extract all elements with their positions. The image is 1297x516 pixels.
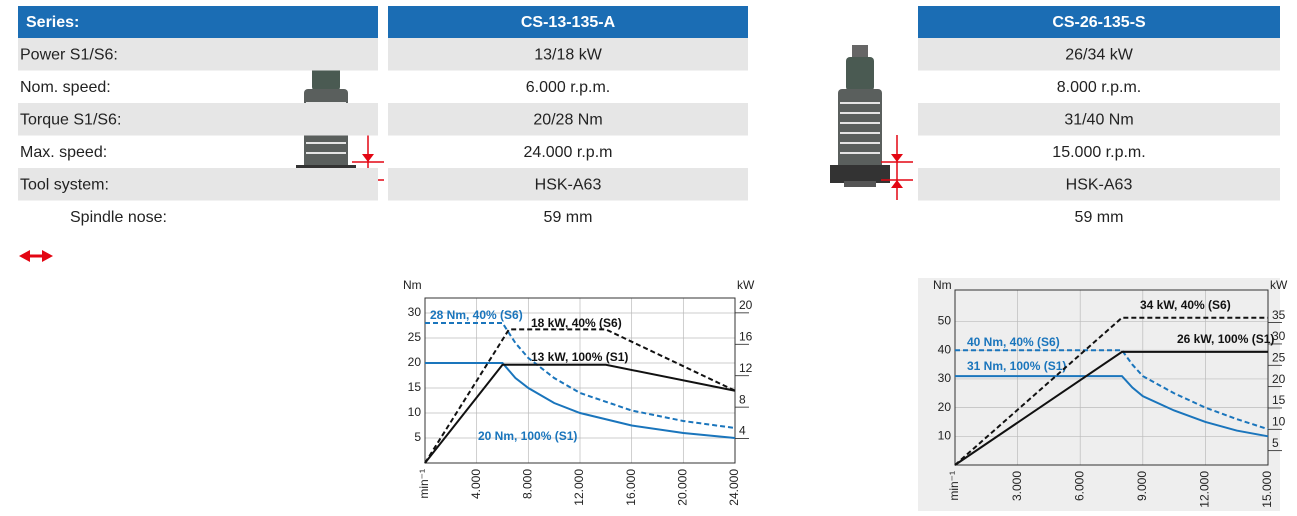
y2-tick-label: 35: [1272, 308, 1286, 322]
y-tick-label: 10: [408, 405, 422, 419]
row-bg: [918, 38, 1280, 71]
y-tick-label: 5: [414, 430, 421, 444]
row-label: Power S1/S6:: [20, 46, 118, 63]
series-label: 18 kW, 40% (S6): [531, 316, 622, 330]
x-tick-label: 4.000: [469, 469, 483, 499]
nose-arrow: [881, 135, 913, 200]
series-label: 13 kW, 100% (S1): [531, 350, 628, 364]
series-label: 31 Nm, 100% (S1): [967, 359, 1066, 373]
series-line: [424, 363, 736, 464]
y-tick-label: 15: [408, 380, 422, 394]
y2-tick-label: 5: [1272, 436, 1279, 450]
row-bg: [918, 168, 1280, 201]
cell-value: HSK-A63: [1066, 176, 1133, 193]
row-bg: [18, 103, 378, 136]
y-tick-label: 30: [408, 305, 422, 319]
x-tick-label: 24.000: [727, 469, 741, 506]
series-label: 34 kW, 40% (S6): [1140, 298, 1231, 312]
y2-axis-title: kW: [1270, 278, 1288, 292]
y2-tick-label: 8: [739, 392, 746, 406]
x-axis-title: min⁻¹: [417, 469, 431, 499]
y-tick-label: 50: [938, 314, 952, 328]
cell-value: 15.000 r.p.m.: [1052, 144, 1145, 161]
y-tick-label: 40: [938, 342, 952, 356]
row-bg: [18, 38, 378, 71]
cell-value: 20/28 Nm: [533, 111, 602, 128]
header-cell: [918, 6, 1280, 38]
header-cell: [388, 6, 748, 38]
row-bg: [918, 103, 1280, 136]
row-label: Spindle nose:: [70, 209, 167, 226]
header-text: CS-26-135-S: [1052, 14, 1146, 31]
header-text: CS-13-135-A: [521, 14, 616, 31]
y2-tick-label: 20: [1272, 372, 1286, 386]
series-line: [425, 362, 736, 439]
double-arrow-icon: [19, 250, 53, 262]
y2-axis-title: kW: [737, 278, 755, 292]
row-label: Max. speed:: [20, 144, 107, 161]
series-label: 28 Nm, 40% (S6): [430, 308, 523, 322]
series-line: [425, 322, 736, 429]
series-line: [954, 316, 1268, 466]
row-bg: [388, 168, 748, 201]
cell-value: 13/18 kW: [534, 46, 602, 63]
cell-value: 59 mm: [1075, 209, 1124, 226]
y2-tick-label: 25: [1272, 350, 1286, 364]
y-axis-title: Nm: [933, 278, 952, 292]
cell-value: 8.000 r.p.m.: [1057, 79, 1142, 96]
x-tick-label: 20.000: [676, 469, 690, 506]
row-bg: [388, 103, 748, 136]
series-label: 26 kW, 100% (S1): [1177, 332, 1274, 346]
row-label: Nom. speed:: [20, 79, 111, 96]
series-label: 20 Nm, 100% (S1): [478, 429, 577, 443]
x-tick-label: 3.000: [1010, 471, 1024, 501]
cell-value: 59 mm: [544, 209, 593, 226]
x-tick-label: 12.000: [1198, 471, 1212, 508]
row-bg: [388, 38, 748, 71]
cell-value: 6.000 r.p.m.: [526, 79, 611, 96]
y2-tick-label: 20: [739, 298, 753, 312]
cell-value: 24.000 r.p.m: [524, 144, 613, 161]
chart-background: [918, 278, 1280, 511]
x-tick-label: 15.000: [1260, 471, 1274, 508]
y2-tick-label: 16: [739, 329, 753, 343]
y2-tick-label: 30: [1272, 329, 1286, 343]
x-tick-label: 9.000: [1135, 471, 1149, 501]
x-axis-title: min⁻¹: [947, 471, 961, 501]
y-axis-title: Nm: [403, 278, 422, 292]
x-tick-label: 16.000: [624, 469, 638, 506]
y-tick-label: 30: [938, 371, 952, 385]
y-tick-label: 20: [408, 355, 422, 369]
y-tick-label: 10: [938, 428, 952, 442]
y2-tick-label: 4: [739, 424, 746, 438]
row-label: Torque S1/S6:: [20, 111, 121, 128]
x-tick-label: 8.000: [521, 469, 535, 499]
row-label: Tool system:: [20, 176, 109, 193]
header-text: Series:: [26, 14, 79, 31]
cell-value: 31/40 Nm: [1064, 111, 1133, 128]
cell-value: 26/34 kW: [1065, 46, 1133, 63]
y2-tick-label: 10: [1272, 414, 1286, 428]
row-bg: [18, 168, 378, 201]
plot-frame: [424, 297, 736, 464]
x-tick-label: 12.000: [572, 469, 586, 506]
y-tick-label: 20: [938, 400, 952, 414]
series-label: 40 Nm, 40% (S6): [967, 335, 1060, 349]
chart-background: [388, 278, 760, 511]
cell-value: HSK-A63: [535, 176, 602, 193]
plot-frame: [954, 289, 1269, 466]
spindle-image: [830, 45, 890, 187]
series-line: [954, 350, 1268, 466]
y2-tick-label: 12: [739, 361, 753, 375]
header-cell: [18, 6, 378, 38]
y-tick-label: 25: [408, 330, 422, 344]
x-tick-label: 6.000: [1072, 471, 1086, 501]
series-line: [955, 375, 1269, 438]
y2-tick-label: 15: [1272, 393, 1286, 407]
